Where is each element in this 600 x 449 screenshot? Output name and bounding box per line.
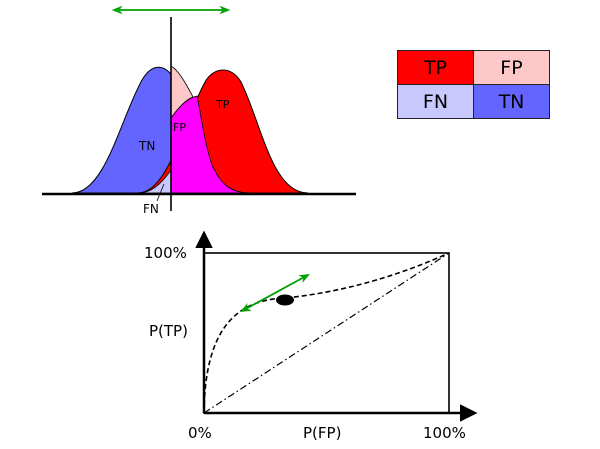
cell-fn: FN xyxy=(397,84,474,119)
roc-x-axis-label: P(FP) xyxy=(303,424,341,442)
cell-tn: TN xyxy=(473,84,550,119)
false-positive-region xyxy=(170,65,194,120)
distribution-plot: TN FP TP FN xyxy=(42,5,356,216)
fn-label: FN xyxy=(143,202,159,216)
roc-operating-point xyxy=(276,294,294,306)
tp-label: TP xyxy=(215,98,230,111)
roc-x-right-label: 100% xyxy=(423,424,466,442)
roc-y-top-label: 100% xyxy=(144,244,187,262)
cell-fp: FP xyxy=(473,50,550,85)
roc-chance-diagonal xyxy=(203,252,450,414)
cell-tp: TP xyxy=(397,50,474,85)
operating-point-shift-arrow xyxy=(240,273,310,313)
roc-y-axis-label: P(TP) xyxy=(149,322,188,340)
roc-plot: 100% P(TP) 0% P(FP) 100% xyxy=(144,230,478,442)
roc-x-origin-label: 0% xyxy=(188,424,212,442)
tn-label: TN xyxy=(138,139,155,153)
fn-pointer-line xyxy=(156,183,165,202)
fp-label: FP xyxy=(173,121,186,134)
